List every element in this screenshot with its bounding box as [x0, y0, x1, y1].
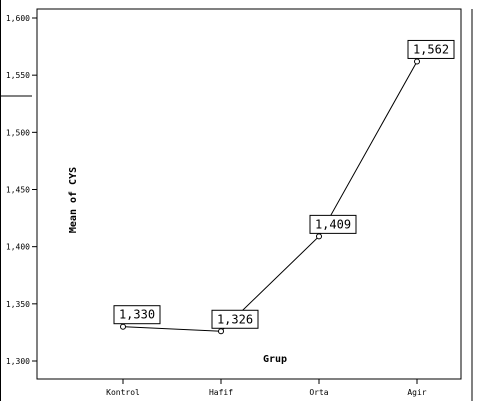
data-labels-group: 1,330 1,326 1,409 1,562	[113, 39, 455, 329]
x-tick-label: Hafif	[209, 388, 233, 397]
data-point-marker	[414, 58, 420, 65]
data-label-box	[211, 309, 259, 329]
data-label-box	[113, 305, 161, 325]
data-point-marker	[218, 328, 224, 335]
data-label: 1,326	[217, 312, 253, 326]
series-line-group	[120, 58, 420, 335]
y-axis-title: Mean of CYS	[68, 167, 79, 233]
y-tick-label: 1,350	[6, 300, 30, 309]
y-tick-label: 1,450	[6, 186, 30, 195]
x-axis-title: Grup	[263, 354, 287, 365]
y-tick-label: 1,500	[6, 128, 30, 137]
data-label-box	[309, 214, 357, 234]
x-tick-label: Agir	[407, 388, 426, 397]
y-tick-label: 1,300	[6, 357, 30, 366]
y-tick-label: 1,600	[6, 14, 30, 23]
data-label-box	[407, 39, 455, 59]
plot-area	[36, 8, 462, 380]
y-tick-label: 1,400	[6, 243, 30, 252]
x-tick-label: Kontrol	[106, 388, 140, 397]
x-axis-ticks: Kontrol Hafif Orta Agir	[106, 379, 427, 397]
data-label: 1,409	[315, 217, 351, 231]
y-axis-ticks: 1,300 1,350 1,400 1,450 1,500 1,550 1,600	[6, 14, 37, 366]
series-line	[122, 61, 418, 332]
data-point-marker	[316, 233, 322, 240]
data-point-marker	[120, 323, 126, 330]
y-tick-label: 1,550	[6, 71, 30, 80]
x-tick-label: Orta	[309, 388, 328, 397]
data-label: 1,562	[413, 42, 449, 56]
data-label: 1,330	[119, 308, 155, 322]
